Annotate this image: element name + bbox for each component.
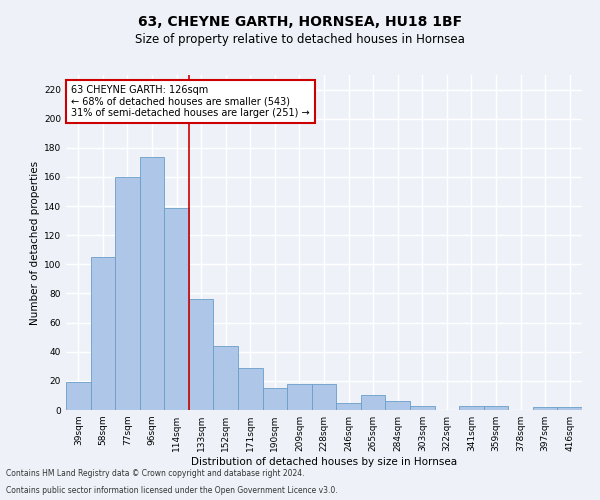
Bar [533,407,557,410]
Bar [410,406,434,410]
Bar [459,406,484,410]
Text: Contains public sector information licensed under the Open Government Licence v3: Contains public sector information licen… [6,486,338,495]
Bar [484,406,508,410]
Text: 63, CHEYNE GARTH, HORNSEA, HU18 1BF: 63, CHEYNE GARTH, HORNSEA, HU18 1BF [138,15,462,29]
Bar [189,300,214,410]
Bar [238,368,263,410]
Bar [385,402,410,410]
Bar [91,257,115,410]
Bar [336,402,361,410]
Bar [66,382,91,410]
Bar [312,384,336,410]
Bar [214,346,238,410]
Bar [287,384,312,410]
Text: Size of property relative to detached houses in Hornsea: Size of property relative to detached ho… [135,32,465,46]
Bar [140,156,164,410]
Y-axis label: Number of detached properties: Number of detached properties [30,160,40,324]
Bar [361,396,385,410]
Text: Contains HM Land Registry data © Crown copyright and database right 2024.: Contains HM Land Registry data © Crown c… [6,468,305,477]
Bar [115,177,140,410]
Bar [263,388,287,410]
Bar [557,407,582,410]
X-axis label: Distribution of detached houses by size in Hornsea: Distribution of detached houses by size … [191,457,457,467]
Text: 63 CHEYNE GARTH: 126sqm
← 68% of detached houses are smaller (543)
31% of semi-d: 63 CHEYNE GARTH: 126sqm ← 68% of detache… [71,85,310,118]
Bar [164,208,189,410]
